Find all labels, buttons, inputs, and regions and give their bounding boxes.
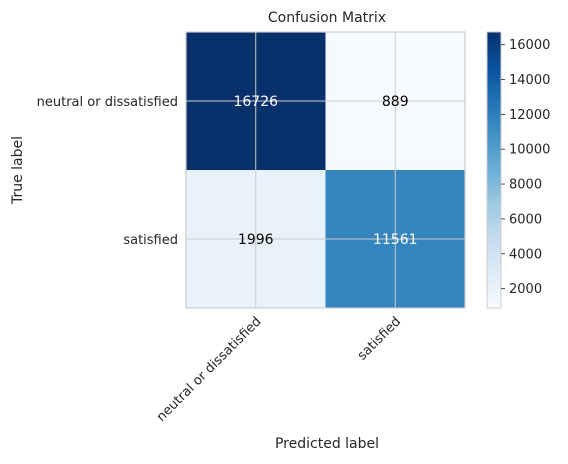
colorbar-ticks: 2000 4000 6000 8000 10000 12000 14000 16000 xyxy=(501,38,550,297)
cell-value-label: 1996 xyxy=(238,232,274,248)
colorbar-tick-label: 10000 xyxy=(509,143,550,158)
colorbar-tick-label: 2000 xyxy=(509,282,542,297)
x-tick-label: satisfied xyxy=(355,314,404,363)
colorbar-tick-label: 6000 xyxy=(509,212,542,227)
cell-value-label: 16726 xyxy=(233,94,278,110)
x-axis-label: Predicted label xyxy=(275,436,379,452)
gridlines xyxy=(186,32,465,308)
colorbar-tick-label: 14000 xyxy=(509,73,550,88)
heatmap-cells xyxy=(186,32,465,308)
cell-value-label: 11561 xyxy=(373,232,418,248)
cell-value-labels: 16726 889 1996 11561 xyxy=(233,94,417,248)
colorbar-gradient xyxy=(486,31,502,309)
colorbar-tick-label: 8000 xyxy=(509,178,542,193)
y-tick-labels: neutral or dissatisfied satisfied xyxy=(37,95,178,248)
cell-value-label: 889 xyxy=(382,94,409,110)
plot-frame xyxy=(185,31,466,309)
colorbar-tick-label: 4000 xyxy=(509,247,542,262)
colorbar: 2000 4000 6000 8000 10000 12000 14000 16000 xyxy=(486,31,550,309)
x-tick-labels: neutral or dissatisfied satisfied xyxy=(154,314,404,425)
y-tick-label: neutral or dissatisfied xyxy=(37,95,178,110)
chart-title: Confusion Matrix xyxy=(268,10,386,26)
x-tick-label: neutral or dissatisfied xyxy=(154,314,265,425)
y-tick-label: satisfied xyxy=(123,233,178,248)
colorbar-tick-label: 12000 xyxy=(509,108,550,123)
colorbar-tick-label: 16000 xyxy=(509,38,550,53)
y-axis-label: True label xyxy=(10,136,26,205)
